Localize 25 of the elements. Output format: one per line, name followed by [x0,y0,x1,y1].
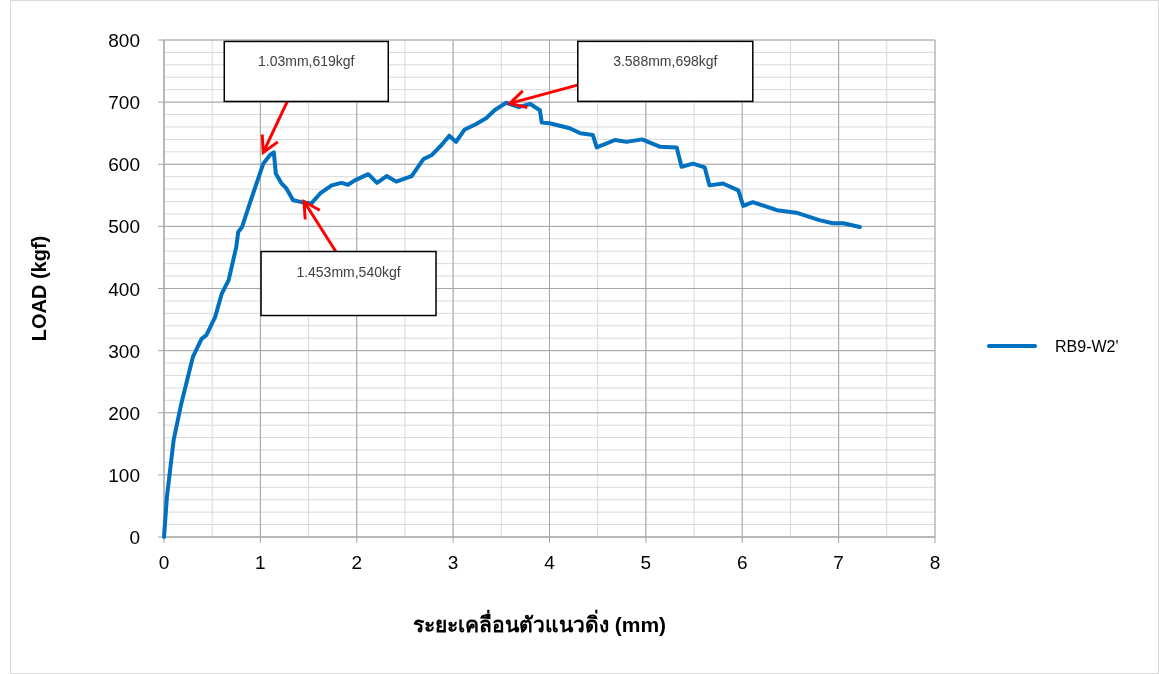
x-tick-label: 7 [833,552,844,573]
x-tick-label: 8 [929,552,941,573]
x-tick-label: 1 [255,552,266,573]
y-tick-label: 700 [108,92,140,114]
x-tick-label: 0 [158,552,170,573]
y-tick-label: 500 [108,216,140,238]
y-tick-label: 400 [108,278,140,300]
x-tick-label: 6 [736,552,748,573]
y-tick-label: 800 [108,30,140,51]
x-tick-label: 4 [544,552,556,573]
x-tick-label: 3 [447,552,459,573]
y-tick-label: 100 [108,464,140,486]
annotation: 1.03mm,619kgf [258,53,355,70]
annotation: 3.588mm,698kgf [613,53,718,70]
y-tick-label: 300 [108,340,140,362]
x-axis-title: ระยะเคลื่อนตัวแนวดิ่ง (mm) [412,609,667,636]
y-tick-label: 200 [108,402,140,424]
x-tick-label: 2 [351,552,363,573]
y-tick-label: 600 [108,154,140,176]
x-tick-label: 5 [640,552,652,573]
y-tick-label: 0 [129,527,140,548]
line-series [162,100,862,539]
y-axis-title: LOAD (kgf) [28,235,50,342]
annotation: 1.453mm,540kgf [296,263,401,280]
legend-label: RB9-W2' [1055,338,1119,355]
